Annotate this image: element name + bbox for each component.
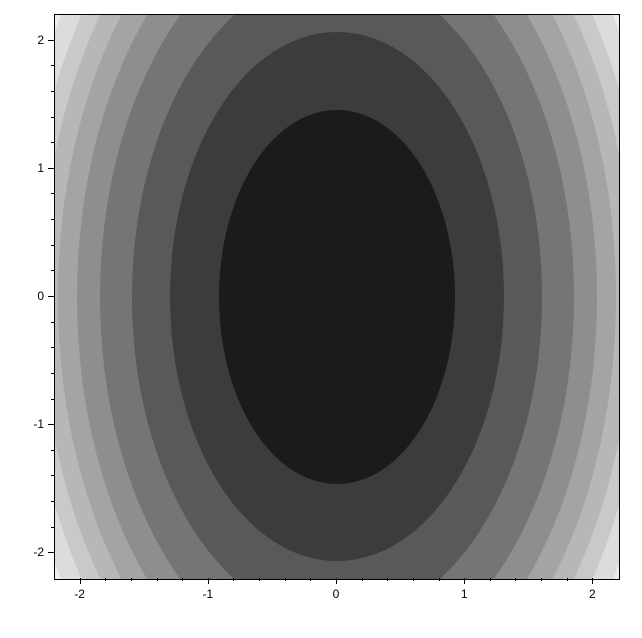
x-tick-minor — [233, 578, 234, 581]
x-tick-minor — [131, 578, 132, 581]
x-tick-minor — [413, 578, 414, 581]
x-tick-minor — [439, 578, 440, 581]
y-tick-label: 0 — [37, 290, 44, 302]
x-tick-minor — [157, 578, 158, 581]
y-tick-minor — [51, 245, 54, 246]
y-tick-minor — [51, 347, 54, 348]
y-tick-minor — [51, 91, 54, 92]
contour-band — [219, 110, 455, 484]
y-tick-label: -1 — [33, 418, 44, 430]
x-tick-label: 1 — [461, 588, 468, 600]
x-tick-minor — [515, 578, 516, 581]
y-tick-major — [48, 424, 54, 425]
y-tick-major — [48, 168, 54, 169]
x-tick-minor — [105, 578, 106, 581]
y-tick-minor — [51, 475, 54, 476]
contour-plot — [54, 14, 620, 580]
x-tick-major — [464, 578, 465, 584]
x-tick-major — [208, 578, 209, 584]
x-tick-minor — [541, 578, 542, 581]
figure: -2 -1 0 1 2 -2 -1 0 1 2 — [0, 0, 642, 638]
x-tick-label: 0 — [333, 588, 340, 600]
x-tick-minor — [182, 578, 183, 581]
y-tick-minor — [51, 373, 54, 374]
y-tick-minor — [51, 142, 54, 143]
x-tick-minor — [310, 578, 311, 581]
y-tick-major — [48, 296, 54, 297]
y-tick-label: 1 — [37, 162, 44, 174]
y-tick-minor — [51, 270, 54, 271]
y-tick-label: -2 — [33, 546, 44, 558]
y-tick-minor — [51, 450, 54, 451]
y-tick-minor — [51, 193, 54, 194]
x-tick-minor — [387, 578, 388, 581]
y-tick-minor — [51, 527, 54, 528]
x-tick-minor — [259, 578, 260, 581]
y-tick-label: 2 — [37, 34, 44, 46]
y-tick-minor — [51, 501, 54, 502]
y-tick-minor — [51, 65, 54, 66]
x-tick-label: -1 — [202, 588, 213, 600]
y-tick-minor — [51, 322, 54, 323]
y-tick-minor — [51, 219, 54, 220]
y-tick-major — [48, 552, 54, 553]
x-tick-major — [592, 578, 593, 584]
y-tick-major — [48, 40, 54, 41]
x-tick-label: -2 — [74, 588, 85, 600]
y-tick-minor — [51, 399, 54, 400]
y-tick-minor — [51, 117, 54, 118]
x-tick-minor — [490, 578, 491, 581]
x-tick-minor — [285, 578, 286, 581]
x-tick-major — [336, 578, 337, 584]
x-tick-minor — [362, 578, 363, 581]
x-tick-major — [80, 578, 81, 584]
x-tick-minor — [567, 578, 568, 581]
x-tick-label: 2 — [589, 588, 596, 600]
